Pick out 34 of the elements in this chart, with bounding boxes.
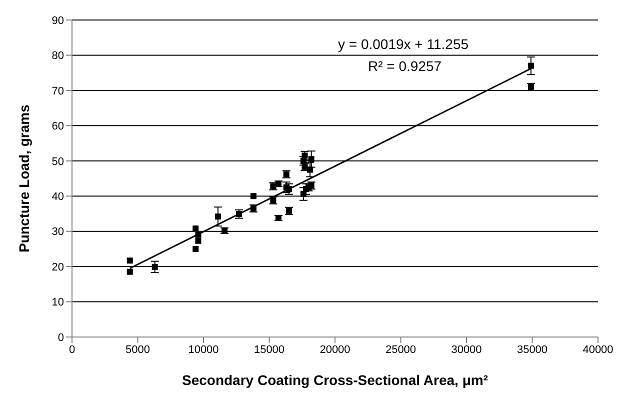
point [308, 156, 314, 162]
x-tick-label: 40000 [582, 344, 614, 356]
x-tick-label: 20000 [320, 344, 350, 356]
point [152, 264, 158, 270]
point [126, 258, 133, 264]
y-tick-label: 60 [52, 120, 64, 133]
y-axis-title: Puncture Load, grams [16, 104, 32, 252]
point [195, 238, 202, 244]
point [250, 193, 256, 200]
x-tick-label: 30000 [451, 344, 482, 356]
y-tick-label: 0 [58, 332, 64, 344]
point [214, 214, 221, 220]
point [307, 166, 314, 173]
x-tick-label: 25000 [385, 344, 416, 356]
x-tick-label: 35000 [516, 344, 548, 356]
y-tick-label: 30 [52, 226, 64, 238]
x-tick-label: 0 [68, 344, 76, 356]
y-tick-label: 50 [52, 156, 64, 168]
annotation: y = 0.0019x + 11.255 [338, 36, 469, 52]
y-tick-label: 80 [52, 50, 64, 62]
x-tick-label: 5000 [126, 344, 150, 356]
point [528, 62, 534, 69]
y-tick-label: 40 [52, 191, 64, 204]
y-tick-label: 90 [52, 14, 64, 27]
point [126, 268, 133, 275]
y-tick-label: 10 [52, 296, 64, 309]
x-tick-label: 15000 [254, 344, 285, 356]
y-tick-label: 20 [52, 261, 64, 274]
point [192, 246, 199, 252]
x-tick-label: 10000 [188, 344, 219, 356]
x-axis-title: Secondary Coating Cross-Sectional Area, μm² [182, 372, 488, 388]
y-tick-label: 70 [52, 85, 64, 98]
annotation: R² = 0.9257 [368, 58, 442, 74]
point [300, 191, 306, 197]
